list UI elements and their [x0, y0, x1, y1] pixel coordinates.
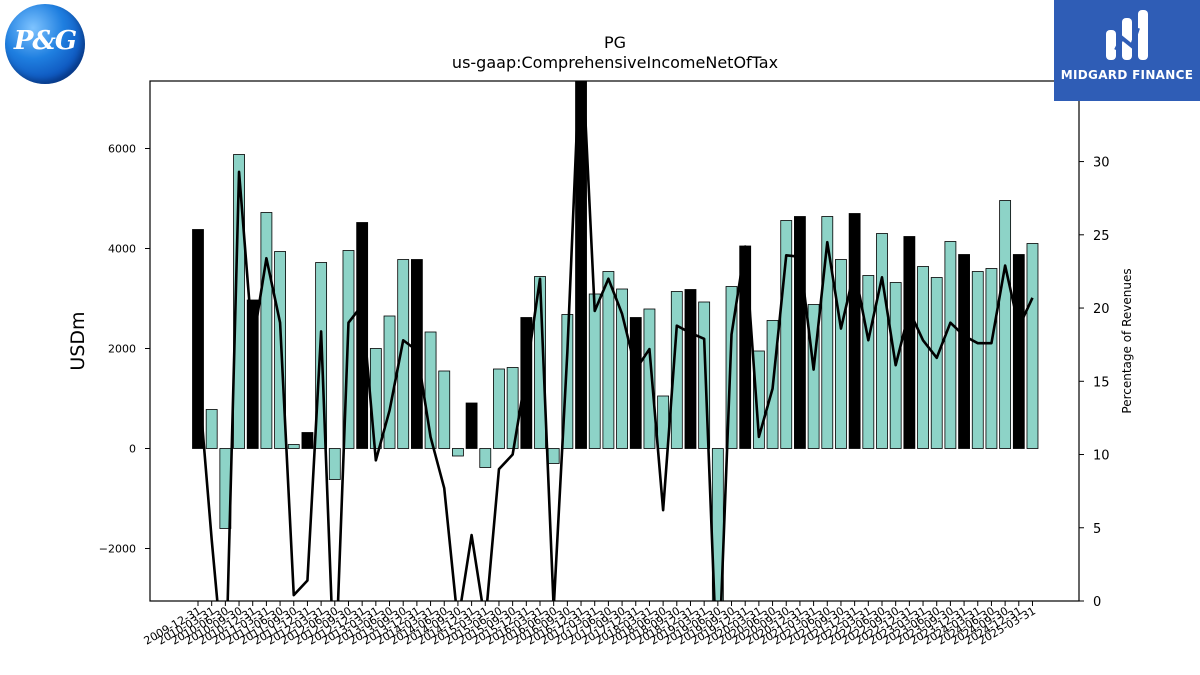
y-tick-label: 4000 [108, 243, 136, 256]
chart-title: PG [604, 33, 626, 52]
plot-area [192, 81, 1039, 601]
y2-tick-label: 0 [1093, 595, 1101, 610]
bar-2018-06-30 [657, 395, 670, 449]
bar-2022-06-30 [876, 233, 888, 449]
bar-2011-09-30 [287, 444, 300, 449]
bar-2018-09-30 [670, 291, 683, 449]
bar-2018-03-31 [643, 308, 656, 449]
y-tick-label: −2000 [99, 543, 136, 556]
y2-tick-label: 15 [1093, 375, 1110, 390]
bar-2011-12-31 [301, 432, 314, 449]
bar-2015-06-30 [493, 368, 505, 449]
bar-2013-09-30 [397, 259, 410, 449]
bar-2011-03-31 [260, 212, 273, 449]
bar-2021-03-31 [807, 304, 820, 449]
axes: −20000200040006000051015202530352009-12-… [99, 82, 1110, 647]
bar-2017-03-31 [588, 293, 601, 449]
y2-tick-label: 25 [1093, 229, 1110, 244]
bar-2014-06-30 [438, 370, 451, 449]
bar-2016-06-30 [547, 448, 560, 464]
bar-2016-09-30 [561, 314, 574, 449]
bar-2009-12-31 [192, 229, 204, 449]
bar-2014-12-31 [465, 402, 478, 449]
bar-2014-03-31 [424, 331, 437, 449]
publisher-name: MIDGARD FINANCE [1060, 68, 1194, 82]
bar-2021-06-30 [821, 216, 834, 449]
bar-2015-12-31 [520, 317, 533, 449]
y2-tick-label: 20 [1093, 302, 1110, 317]
midgard-finance-logo: MIDGARD FINANCE [1054, 0, 1200, 101]
bar-2021-12-31 [848, 213, 861, 449]
bar-2024-06-30 [985, 268, 998, 449]
y2-tick-label: 5 [1093, 522, 1101, 537]
bar-2024-09-30 [999, 200, 1012, 449]
bar-2023-09-30 [944, 241, 957, 449]
y-axis-label: USDm [67, 311, 89, 370]
bar-2022-12-31 [903, 236, 916, 449]
bar-2017-06-30 [602, 271, 615, 449]
bar-2017-12-31 [629, 317, 642, 449]
y-tick-label: 2000 [108, 343, 136, 356]
bar-2018-12-31 [684, 289, 697, 449]
y-tick-label: 0 [129, 443, 136, 456]
bar-2023-06-30 [930, 277, 943, 449]
bar-2021-09-30 [835, 259, 847, 449]
bar-2023-03-31 [917, 266, 929, 449]
bar-2010-09-30 [233, 154, 245, 449]
bar-2019-03-31 [698, 301, 711, 449]
bar-2010-03-31 [205, 409, 218, 449]
y2-tick-label: 30 [1093, 156, 1110, 171]
pg-logo: P&G [5, 4, 85, 84]
bar-2020-09-30 [780, 220, 793, 449]
bar-2013-03-31 [369, 348, 382, 449]
bar-2023-12-31 [958, 254, 970, 449]
y2-axis-label: Percentage of Revenues [1120, 268, 1134, 413]
bar-2012-12-31 [356, 222, 369, 449]
bar-2025-03-31 [1026, 243, 1039, 449]
bar-2016-03-31 [534, 276, 546, 449]
bar-2015-03-31 [479, 448, 492, 468]
y2-tick-label: 10 [1093, 449, 1110, 464]
midgard-finance-mark-icon [1106, 10, 1148, 60]
bar-2020-12-31 [794, 216, 806, 449]
bar-2024-12-31 [1012, 254, 1025, 449]
chart-subtitle: us-gaap:ComprehensiveIncomeNetOfTax [452, 53, 778, 72]
bar-2010-12-31 [246, 299, 259, 449]
bar-2012-06-30 [328, 448, 341, 480]
y-tick-label: 6000 [108, 143, 136, 156]
bar-2024-03-31 [971, 271, 984, 449]
bar-2016-12-31 [575, 81, 587, 449]
bar-2014-09-30 [452, 448, 464, 457]
bar-2020-03-31 [752, 350, 765, 449]
bar-2011-06-30 [274, 251, 286, 449]
percentage-line [196, 81, 1034, 601]
bar-2017-09-30 [616, 288, 628, 449]
pg-logo-text: P&G [13, 26, 77, 56]
bar-2022-03-31 [862, 275, 875, 449]
plot-frame [149, 80, 1080, 602]
